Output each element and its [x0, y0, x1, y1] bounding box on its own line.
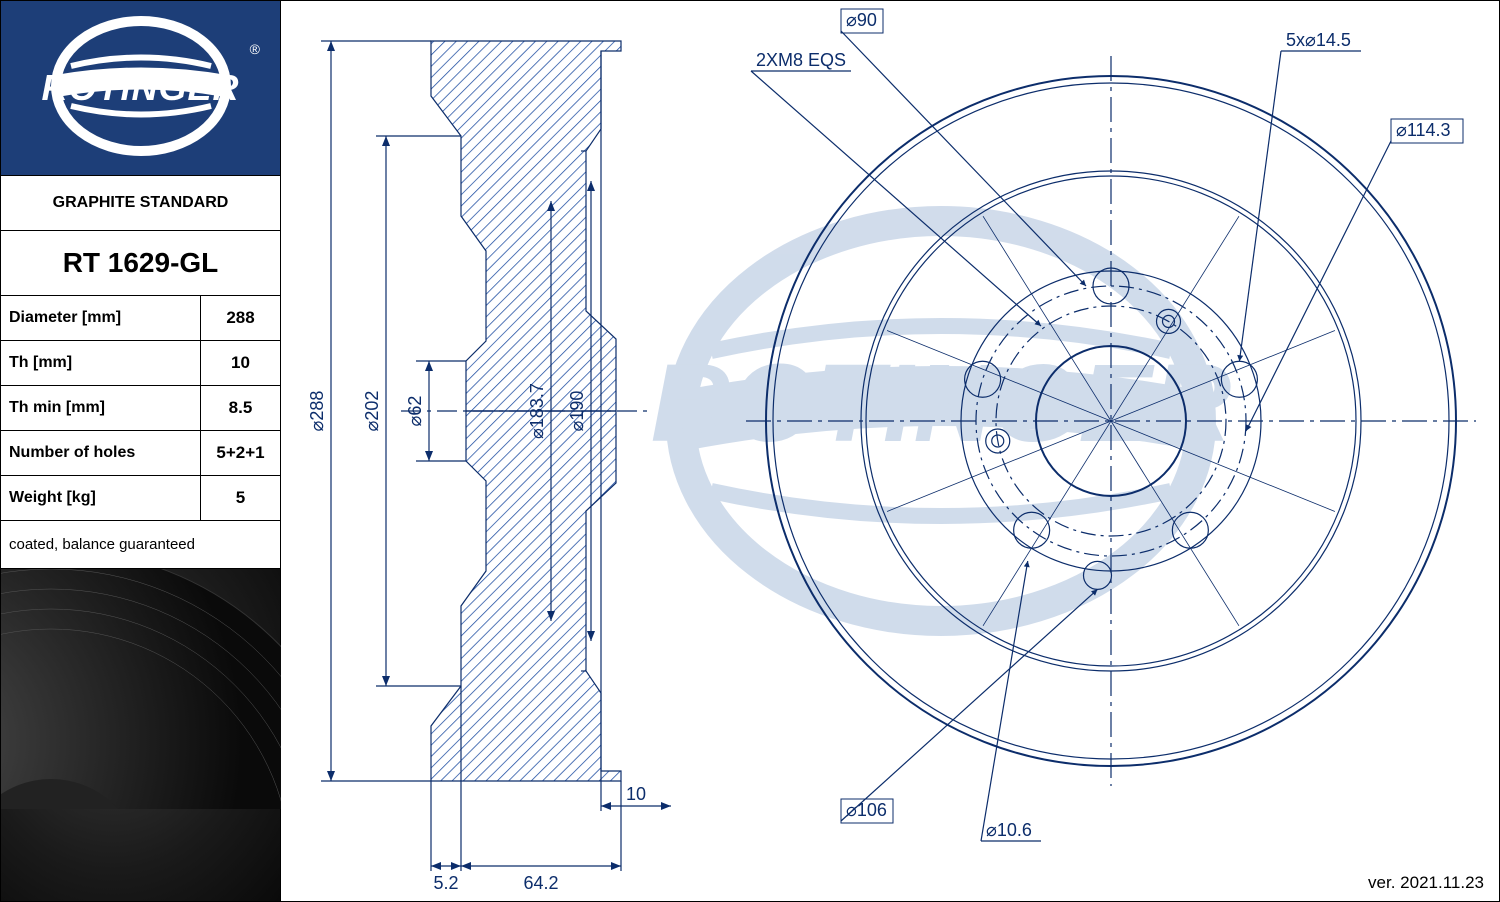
spec-value: 5 [200, 476, 280, 520]
brand-logo: ROTINGER ® [1, 1, 280, 176]
svg-text:⌀90: ⌀90 [846, 10, 877, 30]
spec-label: Number of holes [1, 431, 200, 475]
svg-text:⌀183.7: ⌀183.7 [527, 383, 547, 439]
product-line: GRAPHITE STANDARD [1, 176, 280, 231]
brand-name: ROTINGER [41, 67, 239, 109]
version-label: ver. 2021.11.23 [1368, 873, 1484, 893]
notes: coated, balance guaranteed [1, 521, 280, 569]
svg-text:⌀288: ⌀288 [307, 391, 327, 432]
spec-row-diameter: Diameter [mm] 288 [1, 296, 280, 341]
page: ROTINGER ® GRAPHITE STANDARD RT 1629-GL … [0, 0, 1500, 902]
svg-text:ROTINGER: ROTINGER [651, 342, 1232, 465]
spec-label: Diameter [mm] [1, 296, 200, 340]
spec-row-holes: Number of holes 5+2+1 [1, 431, 280, 476]
spec-panel: ROTINGER ® GRAPHITE STANDARD RT 1629-GL … [1, 1, 281, 901]
svg-text:⌀190: ⌀190 [567, 391, 587, 432]
svg-text:⌀114.3: ⌀114.3 [1396, 120, 1451, 140]
spec-value: 5+2+1 [200, 431, 280, 475]
spec-row-th: Th [mm] 10 [1, 341, 280, 386]
spec-value: 288 [200, 296, 280, 340]
product-photo [1, 569, 280, 901]
spec-label: Weight [kg] [1, 476, 200, 520]
drawing-svg: ROTINGER ⌀288 ⌀202 ⌀62 ⌀183.7 ⌀190 10 5.2 64.2 ⌀9… [281, 1, 1500, 901]
svg-text:2XM8 EQS: 2XM8 EQS [756, 50, 846, 70]
spec-row-thmin: Th min [mm] 8.5 [1, 386, 280, 431]
svg-text:5x⌀14.5: 5x⌀14.5 [1286, 30, 1351, 50]
spec-label: Th min [mm] [1, 386, 200, 430]
svg-text:⌀106: ⌀106 [846, 800, 887, 820]
spec-value: 10 [200, 341, 280, 385]
svg-text:⌀10.6: ⌀10.6 [986, 820, 1032, 840]
svg-text:⌀62: ⌀62 [405, 396, 425, 427]
svg-text:⌀202: ⌀202 [362, 391, 382, 432]
spec-value: 8.5 [200, 386, 280, 430]
svg-text:5.2: 5.2 [433, 873, 458, 893]
spec-label: Th [mm] [1, 341, 200, 385]
registered-mark: ® [250, 41, 260, 57]
svg-text:10: 10 [626, 784, 646, 804]
technical-drawing: ROTINGER ⌀288 ⌀202 ⌀62 ⌀183.7 ⌀190 10 5.2 64.2 ⌀9… [281, 1, 1499, 901]
spec-row-weight: Weight [kg] 5 [1, 476, 280, 521]
svg-text:64.2: 64.2 [523, 873, 558, 893]
part-number: RT 1629-GL [1, 231, 280, 296]
